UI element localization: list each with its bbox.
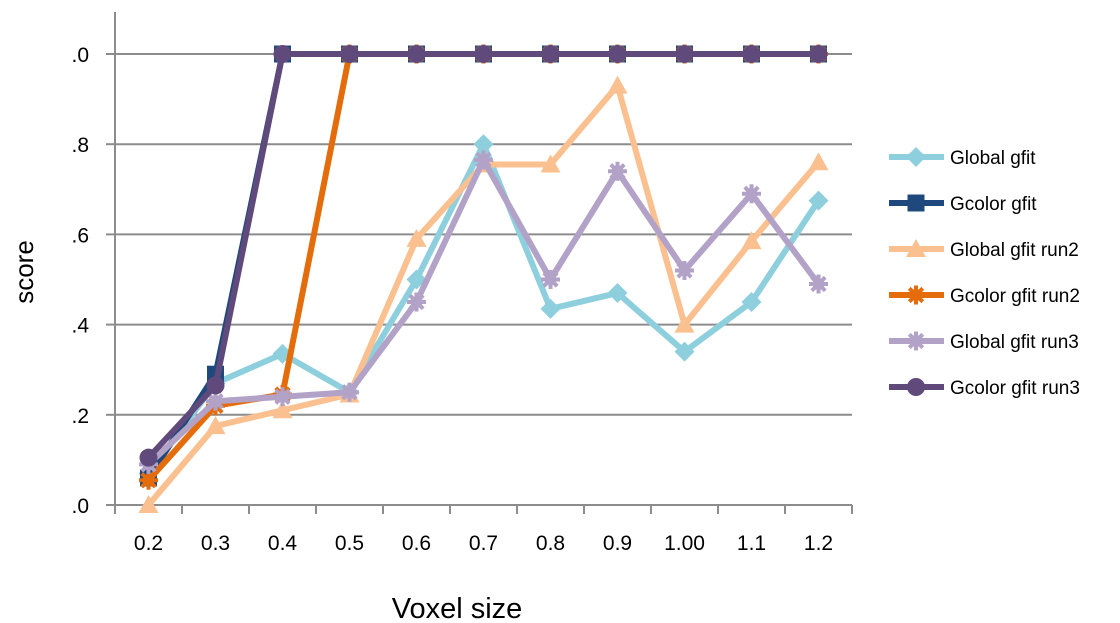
data-point [675, 45, 694, 63]
x-tick-labels: 0.2 0.3 0.4 0.5 0.6 0.7 0.8 0.9 1.00 1.1 1.2 [134, 532, 833, 555]
data-point [540, 298, 561, 319]
legend-swatch-marker [906, 147, 926, 167]
x-tick-label: 0.5 [335, 532, 364, 555]
data-point [674, 341, 695, 362]
data-point [206, 391, 225, 411]
data-point [273, 45, 292, 63]
data-point [406, 228, 427, 247]
x-tick-label: 0.6 [402, 532, 431, 555]
y-tick-label: .2 [71, 405, 89, 428]
x-tick-label: 0.7 [469, 532, 498, 555]
legend-label: Global gfit run3 [950, 332, 1079, 353]
data-point [674, 314, 695, 333]
data-point [741, 231, 762, 250]
legend-swatch-marker [906, 331, 926, 351]
legend-item: Gcolor gfit run3 [889, 378, 1080, 399]
axes [106, 12, 853, 514]
data-point [474, 150, 493, 170]
data-point [473, 134, 494, 155]
y-tick-label: .0 [71, 44, 89, 67]
legend-item: Global gfit run2 [889, 239, 1079, 261]
data-point [741, 292, 762, 313]
series-6 [139, 45, 828, 467]
legend-swatch-marker [906, 239, 926, 257]
data-point [742, 45, 761, 63]
data-point [675, 260, 694, 280]
legend-swatch-marker [906, 285, 926, 305]
legend-label: Gcolor gfit run3 [950, 378, 1080, 399]
x-tick-label: 0.4 [268, 532, 298, 555]
legend-label: Global gfit [950, 148, 1036, 169]
x-tick-label: 0.9 [603, 532, 632, 555]
y-tick-label: .6 [71, 224, 89, 247]
legend-label: Gcolor gfit run2 [950, 286, 1080, 307]
data-point [541, 270, 560, 289]
data-point [272, 400, 293, 419]
x-axis-title: Voxel size [392, 593, 523, 623]
legend-swatch-marker [907, 378, 925, 396]
data-point [340, 382, 359, 402]
series-5 [139, 150, 828, 474]
x-tick-label: 0.2 [134, 532, 163, 555]
y-axis-title: score [9, 240, 39, 304]
legend-item: Gcolor gfit [889, 194, 1037, 215]
data-point [139, 448, 158, 467]
y-tick-label: .4 [71, 315, 89, 338]
legend-swatch-marker [907, 194, 925, 212]
data-point [808, 152, 829, 171]
data-point [607, 283, 628, 304]
y-tick-labels: .0 .2 .4 .6 .8 .0 [71, 44, 89, 518]
y-tick-label: .8 [71, 134, 89, 157]
data-point [607, 75, 628, 94]
data-point [138, 495, 159, 513]
data-point [809, 274, 828, 294]
x-tick-label: 1.2 [804, 532, 833, 555]
data-point [340, 45, 359, 63]
series-1 [138, 134, 829, 484]
series-line [145, 141, 822, 477]
data-point [541, 45, 560, 63]
gridlines [115, 53, 852, 416]
x-tick-label: 1.1 [737, 532, 766, 555]
data-point [742, 184, 761, 204]
data-point [540, 154, 561, 173]
legend-item: Global gfit [889, 147, 1036, 169]
data-point [608, 45, 627, 63]
data-point [809, 45, 828, 63]
data-point [474, 45, 493, 63]
data-point [407, 292, 426, 312]
x-tick-label: 1.00 [664, 532, 705, 555]
legend-label: Global gfit run2 [950, 240, 1079, 261]
series-group [138, 44, 829, 513]
data-point [608, 161, 627, 181]
data-point [139, 470, 158, 490]
data-point [205, 416, 226, 435]
legend-item: Global gfit run3 [889, 331, 1079, 353]
legend: Global gfit Gcolor gfit Global gfit run2 Gc… [889, 147, 1080, 399]
x-tick-label: 0.3 [201, 532, 230, 555]
data-point [273, 387, 292, 407]
data-point [407, 45, 426, 63]
data-point [808, 190, 829, 211]
x-tick-label: 0.8 [536, 532, 565, 555]
legend-item: Gcolor gfit run2 [889, 285, 1080, 307]
y-tick-label: .0 [71, 495, 89, 518]
data-point [206, 376, 225, 395]
legend-label: Gcolor gfit [950, 194, 1037, 215]
